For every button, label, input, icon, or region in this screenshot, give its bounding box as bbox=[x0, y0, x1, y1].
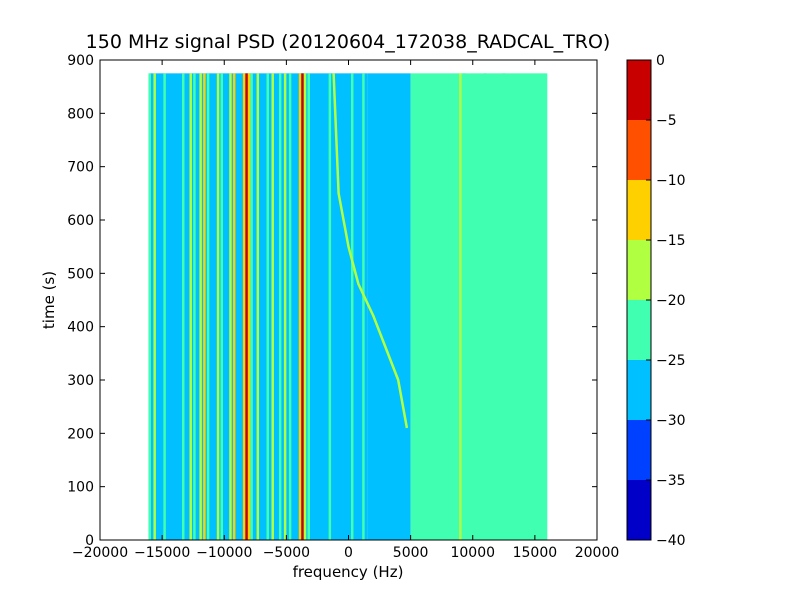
signal-line bbox=[242, 73, 246, 540]
colorbar: −40 −35 −30 −25 −20 −15 −10 −5 0 bbox=[626, 53, 686, 549]
signal-line bbox=[288, 73, 292, 540]
signal-line bbox=[216, 73, 220, 540]
y-tick-label: 500 bbox=[67, 266, 94, 282]
colorbar-tick-label: −5 bbox=[656, 113, 677, 129]
signal-line bbox=[203, 73, 206, 540]
colorbar-segment bbox=[627, 180, 651, 240]
signal-line bbox=[163, 73, 166, 540]
y-tick-label: 200 bbox=[67, 426, 94, 442]
signal-line bbox=[193, 73, 196, 540]
colorbar-tick-label: −20 bbox=[656, 293, 686, 309]
colorbar-tick-label: −30 bbox=[656, 413, 686, 429]
y-axis-label: time (s) bbox=[40, 271, 58, 329]
y-tick-label: 800 bbox=[67, 106, 94, 122]
signal-line bbox=[298, 73, 302, 540]
y-tick-label: 400 bbox=[67, 320, 94, 336]
y-tick-label: 0 bbox=[85, 533, 94, 549]
colorbar-tick-label: −15 bbox=[656, 233, 686, 249]
chart-title: 150 MHz signal PSD (20120604_172038_RADC… bbox=[86, 31, 611, 53]
signal-line bbox=[278, 73, 282, 540]
signal-line bbox=[301, 73, 304, 540]
colorbar-segment bbox=[627, 60, 651, 120]
x-tick-label: 15000 bbox=[513, 545, 558, 561]
x-axis: −20000 −15000 −10000 −5000 0 5000 10000 15000 20… bbox=[72, 60, 619, 561]
signal-line bbox=[182, 73, 185, 540]
colorbar-segment bbox=[627, 360, 651, 420]
heatmap-region bbox=[410, 73, 548, 540]
colorbar-tick-label: −40 bbox=[656, 533, 686, 549]
y-tick-label: 600 bbox=[67, 213, 94, 229]
x-tick-label: 0 bbox=[344, 545, 353, 561]
x-tick-label: 10000 bbox=[450, 545, 495, 561]
heatmap-layer bbox=[148, 73, 548, 540]
colorbar-segment bbox=[627, 240, 651, 300]
y-axis: 0 100 200 300 400 500 600 700 800 900 bbox=[67, 53, 597, 549]
signal-line bbox=[283, 73, 287, 540]
x-tick-label: −20000 bbox=[72, 545, 128, 561]
signal-line bbox=[502, 73, 506, 540]
colorbar-tick-label: −35 bbox=[656, 473, 686, 489]
y-tick-label: 900 bbox=[67, 53, 94, 69]
signal-line bbox=[483, 73, 487, 540]
signal-line bbox=[250, 73, 253, 540]
signal-line bbox=[362, 73, 365, 540]
signal-line bbox=[307, 73, 310, 540]
signal-line bbox=[189, 73, 192, 540]
signal-line bbox=[229, 73, 232, 540]
signal-line bbox=[220, 73, 224, 540]
x-tick-label: −10000 bbox=[196, 545, 252, 561]
signal-line bbox=[328, 73, 332, 540]
y-tick-label: 700 bbox=[67, 160, 94, 176]
colorbar-segment bbox=[627, 120, 651, 180]
signal-line bbox=[245, 73, 248, 540]
signal-line bbox=[266, 73, 269, 540]
signal-line bbox=[206, 73, 210, 540]
signal-line bbox=[459, 73, 462, 540]
signal-line bbox=[232, 73, 236, 540]
signal-line bbox=[271, 73, 274, 540]
x-tick-label: −15000 bbox=[134, 545, 190, 561]
signal-line bbox=[153, 73, 156, 540]
signal-line bbox=[247, 73, 251, 540]
x-tick-label: 5000 bbox=[393, 545, 429, 561]
colorbar-segment bbox=[627, 420, 651, 480]
heatmap-region bbox=[367, 73, 411, 540]
signal-line bbox=[148, 73, 151, 540]
colorbar-tick-label: −10 bbox=[656, 173, 686, 189]
x-axis-label: frequency (Hz) bbox=[293, 563, 404, 581]
drifting-signal bbox=[332, 73, 409, 429]
colorbar-tick-label: −25 bbox=[656, 353, 686, 369]
x-tick-label: 20000 bbox=[575, 545, 620, 561]
signal-line bbox=[199, 73, 202, 540]
signal-line bbox=[350, 73, 354, 540]
colorbar-segment bbox=[627, 480, 651, 540]
signal-line bbox=[303, 73, 307, 540]
signal-line bbox=[256, 73, 260, 540]
y-tick-label: 300 bbox=[67, 373, 94, 389]
colorbar-tick-label: 0 bbox=[656, 53, 665, 69]
colorbar-segment bbox=[627, 300, 651, 360]
x-tick-label: −5000 bbox=[263, 545, 310, 561]
y-tick-label: 100 bbox=[67, 480, 94, 496]
signal-line bbox=[462, 73, 466, 540]
